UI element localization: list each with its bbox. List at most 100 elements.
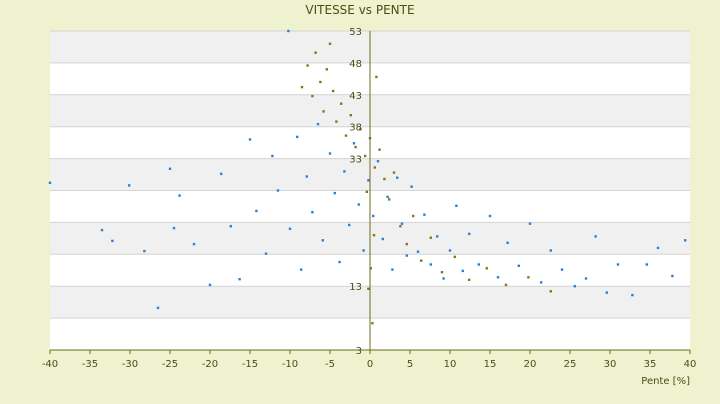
data-point	[375, 75, 378, 79]
data-point	[264, 252, 268, 255]
data-point	[616, 263, 620, 266]
data-point	[584, 277, 588, 280]
data-point	[410, 185, 413, 188]
data-point	[605, 291, 608, 294]
y-tick-label: 48	[349, 59, 362, 70]
data-point	[420, 259, 423, 262]
data-point	[340, 102, 343, 105]
data-point	[311, 211, 314, 214]
data-point	[271, 154, 274, 158]
data-point	[333, 191, 336, 195]
y-tick-label: 13	[349, 282, 362, 293]
data-point	[48, 181, 52, 184]
data-point	[455, 204, 458, 207]
data-point	[255, 209, 258, 213]
x-tick-label: 30	[604, 359, 617, 370]
data-point	[168, 167, 172, 170]
data-point	[684, 239, 687, 242]
data-point	[305, 175, 308, 178]
data-point	[322, 110, 325, 113]
data-point	[412, 214, 415, 218]
data-point	[365, 190, 368, 193]
data-point	[461, 269, 464, 273]
x-tick-label: 10	[444, 359, 457, 370]
data-point	[369, 267, 372, 270]
x-tick-label: 25	[564, 359, 577, 370]
data-point	[573, 285, 576, 288]
data-point	[349, 114, 352, 117]
data-point	[288, 227, 292, 230]
data-point	[372, 234, 376, 237]
data-point	[376, 160, 380, 163]
y-tick-label: 53	[349, 27, 362, 38]
data-point	[594, 235, 597, 238]
data-point	[453, 255, 456, 259]
x-tick-label: 0	[367, 359, 373, 370]
data-point	[528, 222, 532, 225]
data-point	[468, 232, 471, 236]
y-tick-label: 3	[356, 346, 362, 357]
data-point	[399, 225, 402, 228]
data-point	[276, 189, 280, 192]
data-point	[328, 42, 332, 45]
data-point	[477, 263, 480, 266]
data-point	[442, 277, 445, 280]
data-point	[396, 176, 399, 179]
data-point	[371, 322, 374, 325]
data-point	[383, 177, 386, 181]
data-point	[400, 222, 404, 225]
data-point	[306, 64, 309, 67]
data-point	[488, 214, 492, 218]
data-point	[357, 203, 360, 206]
data-point	[429, 263, 432, 266]
data-point	[314, 51, 317, 54]
data-point	[540, 281, 543, 284]
data-point	[100, 228, 104, 232]
data-point	[367, 179, 370, 182]
data-point	[549, 290, 552, 293]
data-point	[335, 120, 338, 123]
data-point	[321, 239, 324, 242]
data-point	[111, 239, 114, 243]
data-point	[192, 242, 196, 246]
data-point	[343, 170, 346, 173]
data-point	[429, 236, 432, 239]
data-point	[143, 249, 146, 253]
data-point	[496, 276, 500, 279]
data-point	[344, 134, 348, 137]
data-point	[338, 260, 341, 264]
data-point	[656, 246, 660, 250]
data-point	[386, 195, 389, 199]
data-point	[325, 68, 328, 71]
data-point	[328, 152, 332, 155]
data-points	[48, 29, 687, 325]
x-tick-label: 5	[407, 359, 413, 370]
data-point	[381, 237, 384, 241]
data-point	[504, 283, 508, 287]
x-tick-label: -35	[82, 359, 98, 370]
x-tick-label: 20	[524, 359, 537, 370]
data-point	[287, 29, 290, 33]
data-point	[631, 293, 634, 297]
data-point	[416, 250, 420, 253]
data-point	[332, 89, 335, 93]
data-point	[405, 242, 408, 246]
x-tick-label: 40	[684, 359, 697, 370]
data-point	[364, 154, 367, 158]
x-tick-label: -25	[162, 359, 178, 370]
data-point	[208, 283, 212, 287]
data-point	[248, 138, 252, 141]
data-point	[128, 184, 131, 187]
data-point	[352, 142, 356, 145]
data-point	[300, 85, 304, 89]
data-point	[172, 226, 176, 230]
data-point	[671, 274, 674, 278]
x-tick-label: 35	[644, 359, 657, 370]
data-point	[220, 172, 223, 176]
data-point	[560, 268, 564, 271]
y-tick-label: 43	[349, 91, 362, 102]
data-point	[645, 263, 648, 266]
data-point	[316, 122, 320, 126]
